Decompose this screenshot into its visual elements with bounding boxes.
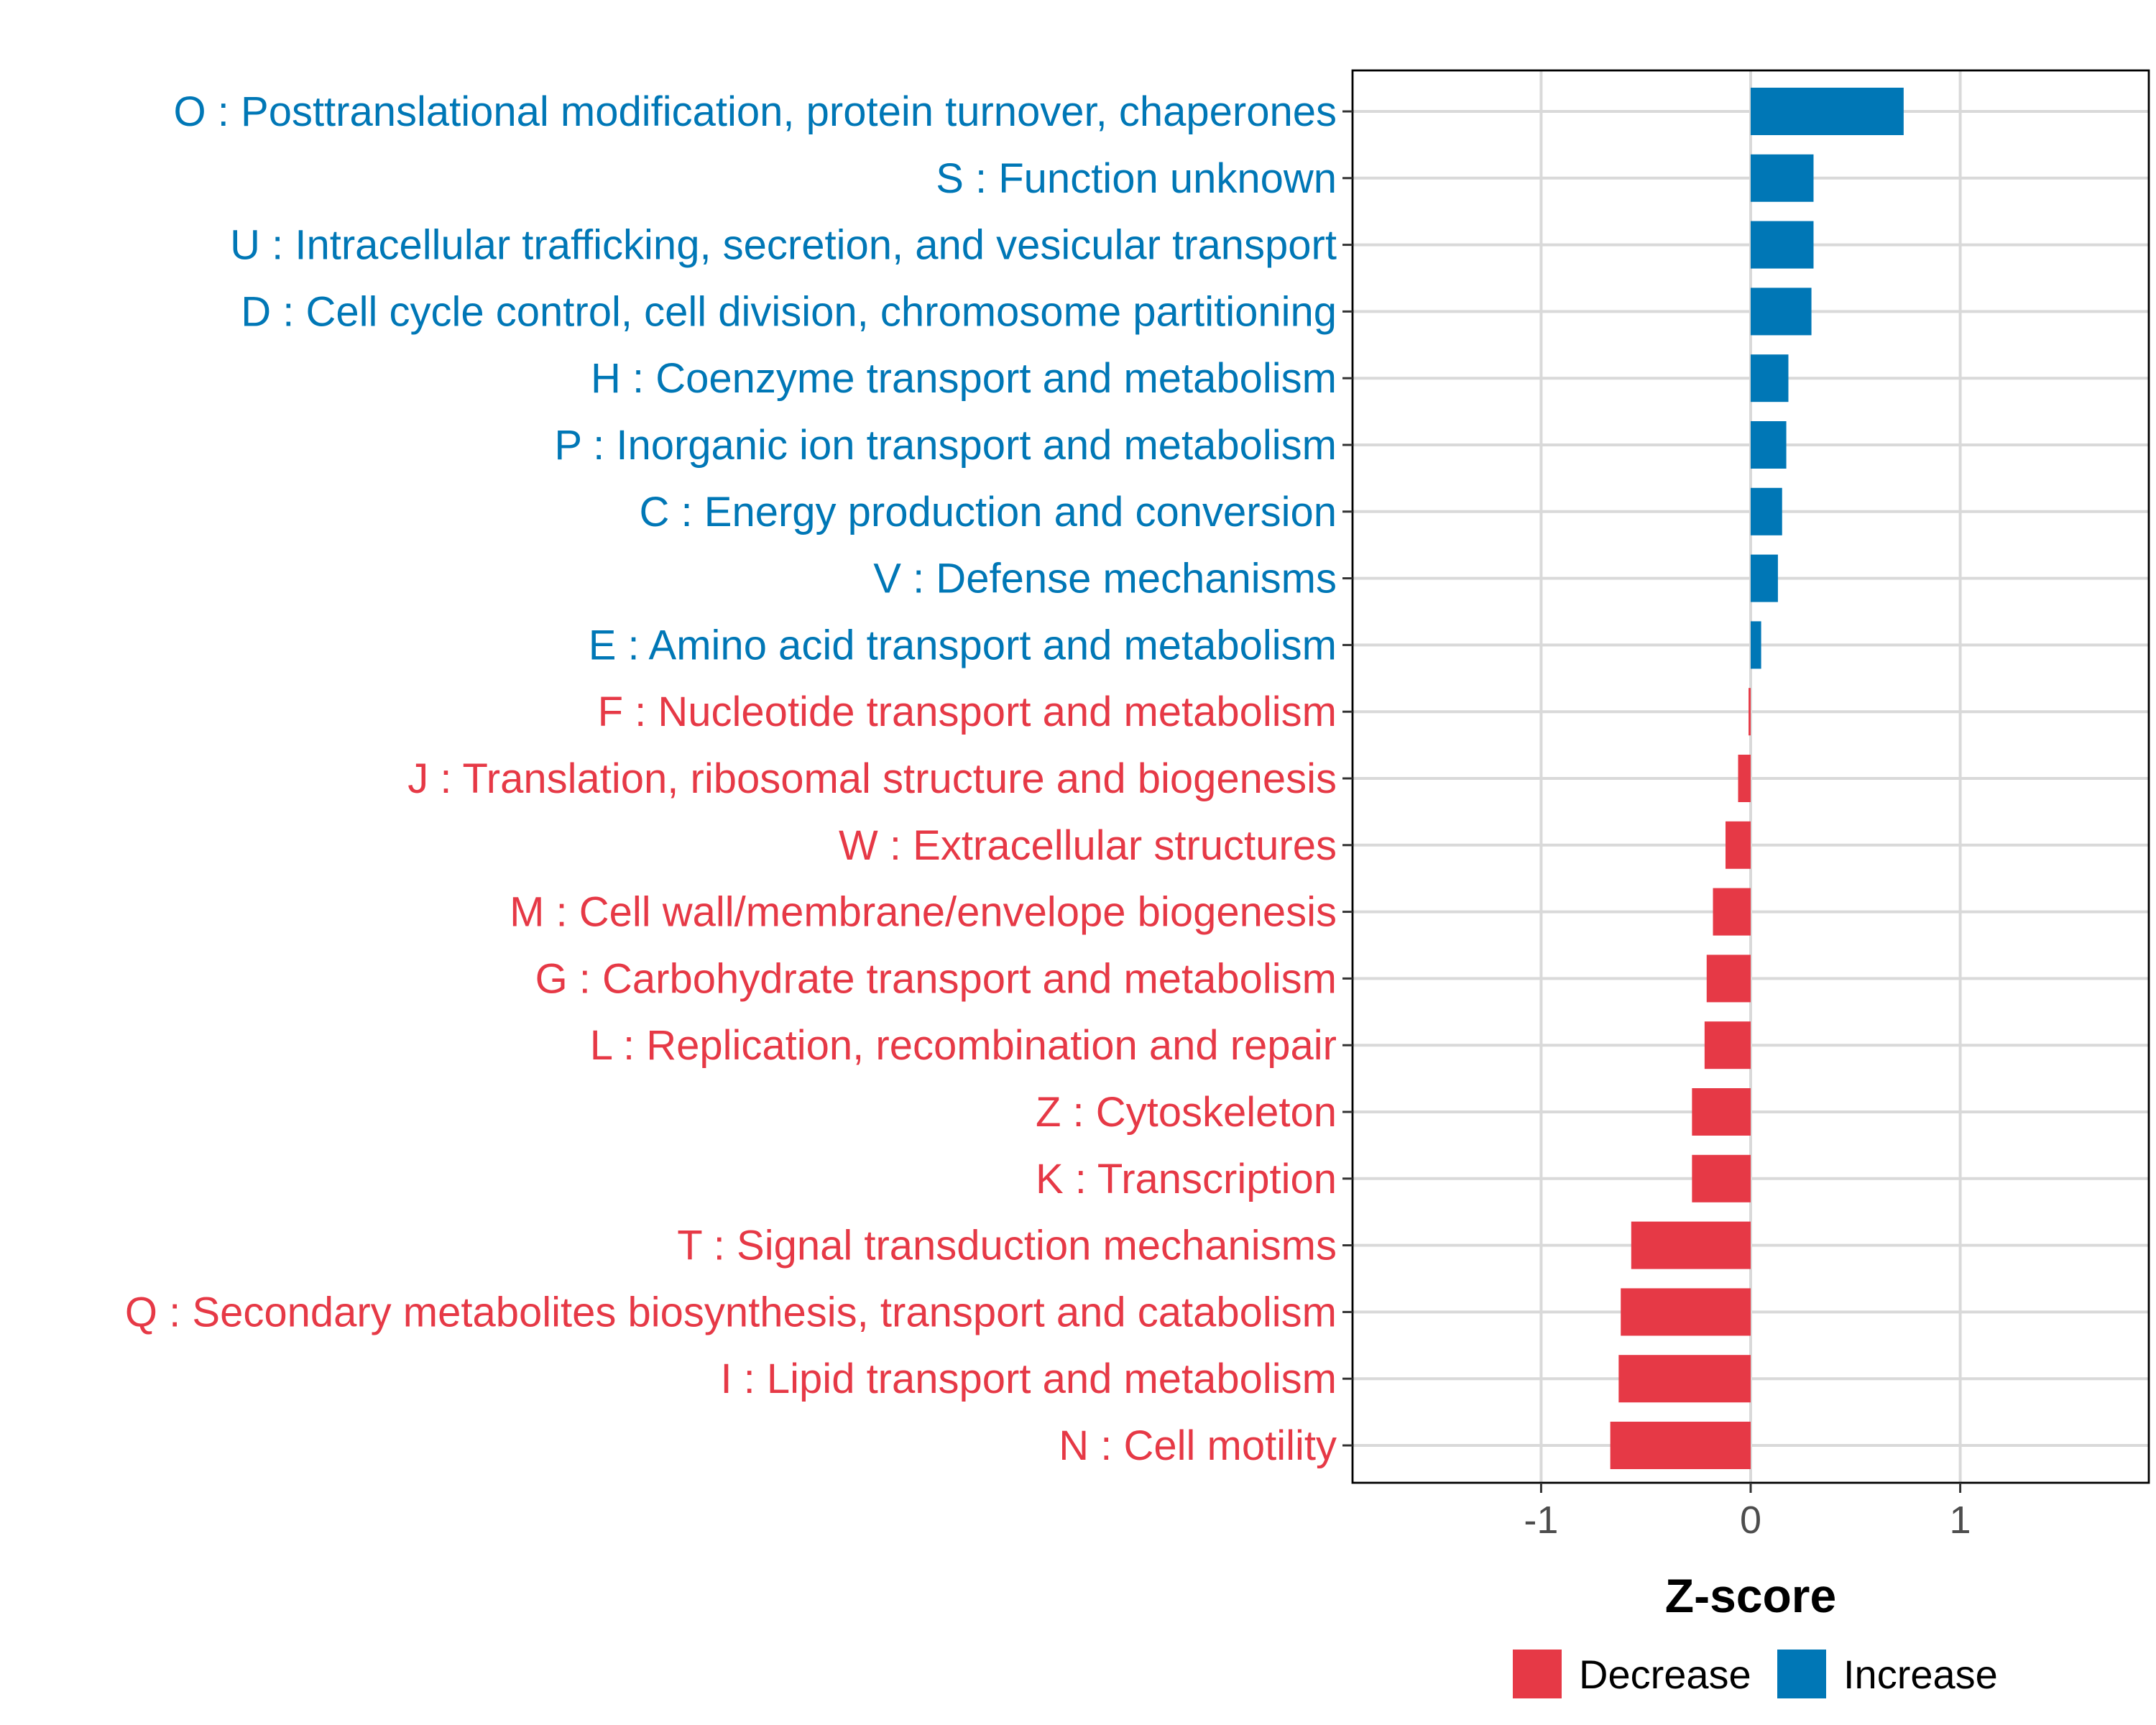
- category-label-19: Q : Secondary metabolites biosynthesis, …: [125, 1289, 1337, 1335]
- bar-19: [1621, 1288, 1751, 1336]
- legend-swatch-decrease: [1513, 1650, 1562, 1698]
- category-labels: O : Posttranslational modification, prot…: [125, 88, 1353, 1469]
- bar-7: [1751, 487, 1782, 535]
- category-label-13: M : Cell wall/membrane/envelope biogenes…: [510, 889, 1337, 936]
- category-label-16: Z : Cytoskeleton: [1036, 1089, 1337, 1136]
- category-label-20: I : Lipid transport and metabolism: [720, 1356, 1337, 1402]
- bar-8: [1751, 554, 1778, 602]
- category-label-15: L : Replication, recombination and repai…: [590, 1022, 1337, 1069]
- bar-3: [1751, 221, 1814, 269]
- bar-14: [1706, 954, 1751, 1003]
- x-tick-label: 1: [1950, 1499, 1971, 1542]
- category-label-1: O : Posttranslational modification, prot…: [174, 88, 1337, 135]
- category-label-10: F : Nucleotide transport and metabolism: [598, 689, 1337, 735]
- legend-label-increase: Increase: [1843, 1652, 1998, 1697]
- bar-12: [1726, 821, 1751, 869]
- category-label-14: G : Carbohydrate transport and metabolis…: [535, 955, 1337, 1002]
- bar-6: [1751, 421, 1787, 469]
- category-label-9: E : Amino acid transport and metabolism: [589, 622, 1337, 668]
- category-label-11: J : Translation, ribosomal structure and…: [407, 755, 1337, 802]
- bar-13: [1713, 888, 1751, 936]
- bar-18: [1631, 1221, 1751, 1269]
- legend-swatch-increase: [1777, 1650, 1826, 1698]
- bar-1: [1751, 88, 1904, 135]
- category-label-5: H : Coenzyme transport and metabolism: [591, 355, 1337, 402]
- bar-9: [1751, 621, 1761, 669]
- bar-10: [1749, 688, 1751, 736]
- category-label-2: S : Function unknown: [936, 155, 1337, 202]
- category-label-17: K : Transcription: [1036, 1156, 1337, 1202]
- bars-group: [1610, 88, 1904, 1469]
- legend-label-decrease: Decrease: [1579, 1652, 1751, 1697]
- category-label-21: N : Cell motility: [1059, 1422, 1337, 1469]
- bar-2: [1751, 154, 1814, 202]
- category-label-18: T : Signal transduction mechanisms: [677, 1223, 1337, 1269]
- category-label-12: W : Extracellular structures: [839, 822, 1337, 869]
- bar-15: [1704, 1021, 1751, 1070]
- legend: Decrease Increase: [1513, 1650, 1998, 1698]
- category-label-6: P : Inorganic ion transport and metaboli…: [554, 422, 1337, 469]
- bar-5: [1751, 354, 1789, 402]
- category-label-7: C : Energy production and conversion: [640, 489, 1337, 535]
- bar-4: [1751, 288, 1812, 336]
- bar-17: [1692, 1154, 1751, 1202]
- category-label-3: U : Intracellular trafficking, secretion…: [230, 222, 1337, 269]
- x-tick-label: -1: [1524, 1499, 1558, 1542]
- bar-21: [1610, 1422, 1751, 1469]
- x-axis-title: Z-score: [1665, 1569, 1836, 1622]
- x-tick-label: 0: [1740, 1499, 1761, 1542]
- x-axis-ticks: -1 0 1: [1524, 1483, 1971, 1542]
- category-label-8: V : Defense mechanisms: [873, 556, 1337, 602]
- bar-16: [1692, 1088, 1751, 1136]
- bar-20: [1618, 1355, 1751, 1403]
- bar-11: [1738, 755, 1751, 802]
- category-label-4: D : Cell cycle control, cell division, c…: [241, 288, 1337, 335]
